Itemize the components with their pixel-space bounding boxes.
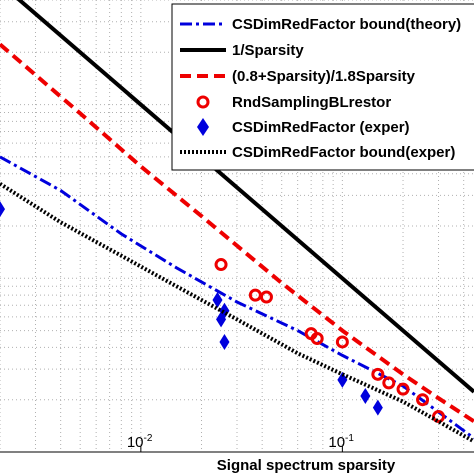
data-point-rnd — [214, 258, 228, 272]
data-point-rnd — [310, 332, 324, 346]
legend-label-inverse: 1/Sparsity — [232, 42, 304, 59]
data-point-exper — [216, 311, 227, 328]
legend-label-approx: (0.8+Sparsity)/1.8Sparsity — [232, 68, 416, 85]
data-point-exper — [337, 371, 348, 388]
data-point-exper — [219, 333, 230, 350]
legend-marker-exper — [197, 118, 209, 136]
legend-label-exper: CSDimRedFactor (exper) — [232, 119, 410, 136]
x-axis-label: Signal spectrum sparsity — [217, 457, 396, 474]
data-point-exper — [372, 399, 383, 416]
data-point-rnd — [396, 382, 410, 396]
legend-box — [171, 3, 474, 171]
data-point-rnd — [382, 376, 396, 390]
x-tick-label: 10-2 — [127, 433, 153, 451]
legend-label-bound-exper: CSDimRedFactor bound(exper) — [232, 144, 455, 161]
series-line-approx — [0, 42, 474, 424]
legend-label-theory: CSDimRedFactor bound(theory) — [232, 16, 461, 33]
data-point-rnd — [259, 290, 273, 304]
data-point-exper — [360, 388, 371, 405]
series-line-inverse — [16, 0, 474, 394]
legend: CSDimRedFactor bound(theory) 1/Sparsity … — [171, 3, 474, 171]
data-point-rnd — [335, 335, 349, 349]
data-point-rnd — [371, 367, 385, 381]
data-point-exper — [0, 201, 5, 218]
legend-marker-rnd — [196, 95, 210, 109]
x-tick-label: 10-1 — [328, 433, 354, 451]
series-layer — [0, 0, 474, 444]
x-tick-labels: 10-2 10-1 — [127, 433, 354, 452]
series-line-theory — [0, 155, 474, 440]
data-point-exper — [212, 291, 223, 308]
data-point-rnd — [416, 393, 430, 407]
legend-label-rnd: RndSamplingBLrestor — [232, 94, 391, 111]
